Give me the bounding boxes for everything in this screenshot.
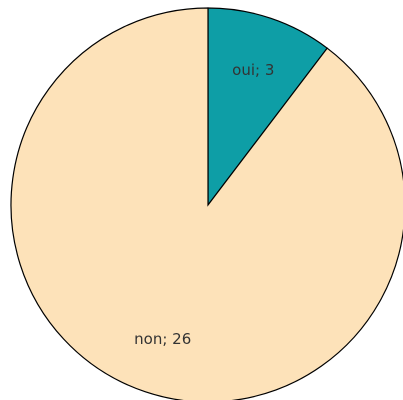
pie-slice xyxy=(207,7,329,207)
data-label: oui; 3 xyxy=(232,61,274,79)
data-label: non; 26 xyxy=(134,330,191,348)
pie-slice xyxy=(10,7,403,400)
